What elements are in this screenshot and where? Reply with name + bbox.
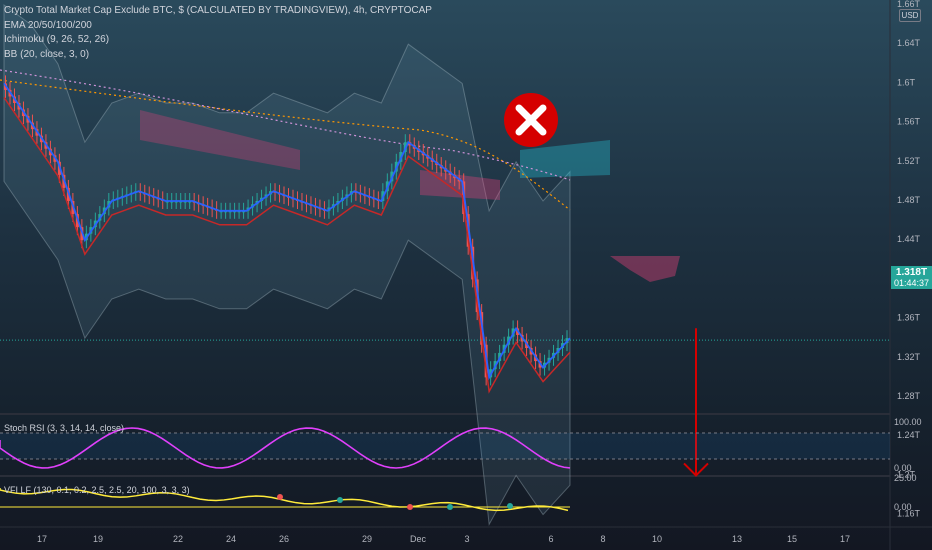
vfi-dot xyxy=(507,503,513,509)
ema-line xyxy=(0,79,571,211)
price-tick-label: 1.64T xyxy=(897,38,921,48)
chart-legend: Crypto Total Market Cap Exclude BTC, $ (… xyxy=(4,4,432,62)
vfi-dot xyxy=(447,504,453,510)
time-tick-label: 6 xyxy=(548,534,553,544)
down-arrow-head xyxy=(683,462,709,477)
price-tick-label: 1.52T xyxy=(897,156,921,166)
time-tick-label: 17 xyxy=(840,534,850,544)
bar-countdown: 01:44:37 xyxy=(893,278,930,288)
vfi-dot xyxy=(277,494,283,500)
last-price: 1.318T xyxy=(895,267,928,278)
vfi-axis-label: 0.00 xyxy=(894,502,912,512)
ichimoku-cloud-bear xyxy=(420,170,500,200)
price-tick-label: 1.36T xyxy=(897,313,921,323)
time-tick-label: 3 xyxy=(464,534,469,544)
ema-label[interactable]: EMA 20/50/100/200 xyxy=(4,19,92,31)
vfi-dot xyxy=(407,504,413,510)
stoch-k-line xyxy=(0,427,571,469)
bb-label[interactable]: BB (20, close, 3, 0) xyxy=(4,48,90,60)
time-tick-label: 17 xyxy=(37,534,47,544)
stoch-axis-label: 100.00 xyxy=(894,417,922,427)
price-tick-label: 1.66T xyxy=(897,0,921,9)
series-line xyxy=(3,82,571,381)
ichimoku-cloud-bull xyxy=(520,140,610,178)
time-tick-label: 10 xyxy=(652,534,662,544)
stoch-band xyxy=(0,433,890,459)
price-tick-label: 1.24T xyxy=(897,430,921,440)
ichimoku-cloud-bear xyxy=(140,110,300,170)
cross-mark-x xyxy=(515,104,547,136)
price-tick-label: 1.32T xyxy=(897,352,921,362)
time-tick-label: 26 xyxy=(279,534,289,544)
ichimoku-label[interactable]: Ichimoku (9, 26, 52, 26) xyxy=(4,34,110,45)
stoch-rsi-label[interactable]: Stoch RSI (3, 3, 14, 14, close) xyxy=(4,423,125,433)
last-price-tag: 1.318T 01:44:37 xyxy=(891,266,932,289)
vfi-axis-label: 25.00 xyxy=(894,473,917,483)
price-tick-label: 1.28T xyxy=(897,391,921,401)
price-tick-label: 1.2T xyxy=(897,469,916,479)
price-tick-label: 1.48T xyxy=(897,195,921,205)
vfi-dot xyxy=(337,497,343,503)
baseline-line xyxy=(3,96,571,394)
stoch-axis-label: 0.00 xyxy=(894,463,912,473)
currency-badge[interactable]: USD xyxy=(899,9,921,22)
price-tick-label: 1.6T xyxy=(897,77,916,87)
time-tick-label: 24 xyxy=(226,534,236,544)
time-tick-label: 29 xyxy=(362,534,372,544)
ichimoku-cloud-future xyxy=(610,256,680,282)
chart-title: Crypto Total Market Cap Exclude BTC, $ (… xyxy=(4,5,432,16)
vfi-label[interactable]: VFI LF (130, 0.1, 0.2, 2.5, 2.5, 20, 100… xyxy=(4,485,190,495)
bollinger-band xyxy=(3,4,571,527)
price-tick-label: 1.44T xyxy=(897,234,921,244)
price-tick-label: 1.16T xyxy=(897,509,921,519)
time-tick-label: Dec xyxy=(410,534,427,544)
time-tick-label: 8 xyxy=(600,534,605,544)
time-tick-label: 19 xyxy=(93,534,103,544)
price-tick-label: 1.56T xyxy=(897,117,921,127)
time-tick-label: 22 xyxy=(173,534,183,544)
time-tick-label: 15 xyxy=(787,534,797,544)
time-tick-label: 13 xyxy=(732,534,742,544)
